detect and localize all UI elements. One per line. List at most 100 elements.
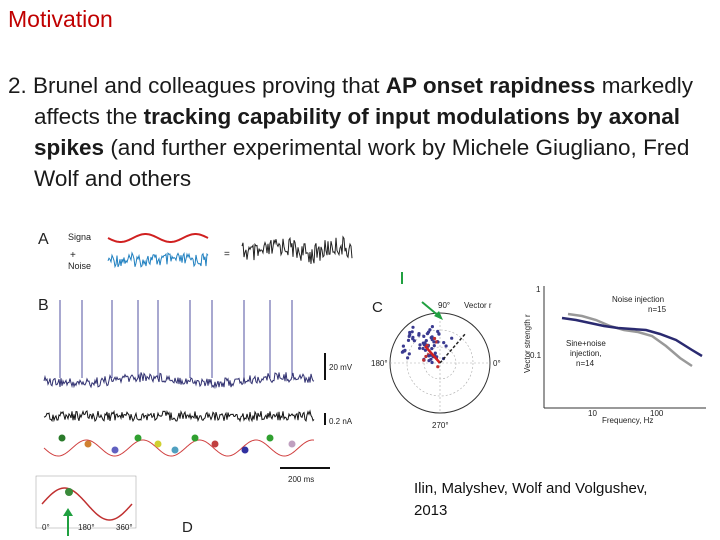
- body-segment: (and further experimental work by Michel…: [34, 135, 690, 191]
- body-segment: AP onset rapidness: [385, 73, 596, 98]
- panel-d-frame: [35, 475, 137, 529]
- panel-a-plus: +: [70, 250, 76, 261]
- plot-xtick-10: 10: [588, 409, 597, 418]
- phase-dot: [111, 446, 119, 454]
- vector-r-label: Vector r: [464, 301, 492, 310]
- legend-sine-1: Sine+noise: [566, 339, 606, 348]
- body-segment: tracking capability of input modulations…: [34, 104, 680, 160]
- polar-dot: [401, 344, 405, 348]
- panel-b-label: B: [38, 297, 49, 314]
- figure-composite: A Signa + Noise = B 20 mV 0.2 nA 200 ms …: [30, 218, 720, 540]
- polar-dot: [437, 332, 441, 336]
- body-segment: Brunel and colleagues proving that: [33, 73, 386, 98]
- phase-markers: [58, 434, 296, 454]
- phase-dot: [191, 434, 199, 442]
- plot-xlabel: Frequency, Hz: [602, 416, 653, 425]
- polar-scatter: [400, 325, 454, 369]
- polar-dot: [411, 337, 415, 341]
- citation-line-1: Ilin, Malyshev, Wolf and Volgushev,: [414, 480, 648, 497]
- phase-dot: [241, 446, 249, 454]
- slide-title: Motivation: [8, 6, 113, 32]
- legend-sine-2: injection,: [570, 349, 602, 358]
- polar-dot: [424, 339, 428, 343]
- polar-dot: [408, 330, 412, 335]
- polar-dot: [444, 344, 448, 348]
- polar-dot: [428, 328, 432, 332]
- polar-dot: [422, 358, 426, 362]
- polar-180: 180°: [371, 359, 388, 368]
- polar-0: 0°: [493, 359, 501, 368]
- polar-dot: [432, 340, 436, 344]
- phase-dot: [288, 440, 296, 448]
- current-trace: [43, 409, 315, 423]
- polar-dot: [436, 329, 440, 334]
- polar-dot: [423, 348, 427, 352]
- citation: Ilin, Malyshev, Wolf and Volgushev, 2013: [414, 478, 714, 522]
- scale-mv-label: 20 mV: [329, 363, 353, 372]
- phase-dot: [171, 446, 179, 454]
- panel-d-0: 0°: [42, 523, 50, 532]
- phase-dot: [211, 440, 219, 448]
- panel-d-180: 180°: [78, 523, 95, 532]
- polar-dot: [433, 336, 437, 341]
- phase-dot: [266, 434, 274, 442]
- vector-r-line: [439, 332, 467, 364]
- polar-dot: [425, 332, 430, 336]
- polar-dot: [429, 336, 433, 340]
- polar-dot: [450, 336, 454, 340]
- plot-ytick-01: 0.1: [530, 351, 542, 360]
- polar-dot: [432, 344, 436, 348]
- panel-c-label: C: [372, 299, 383, 316]
- phase-dot: [58, 434, 66, 442]
- polar-dot: [442, 341, 446, 345]
- panel-a-signal-label: Signa: [68, 232, 91, 242]
- polar-dot: [430, 360, 434, 365]
- polar-dot: [407, 352, 411, 356]
- body-segment: markedly affects the: [34, 73, 693, 129]
- polar-dot: [418, 343, 422, 347]
- polar-dot: [418, 346, 422, 350]
- body-paragraph: 2. Brunel and colleagues proving that AP…: [8, 70, 708, 194]
- polar-dot: [427, 359, 431, 363]
- polar-dot: [421, 346, 425, 351]
- polar-dot: [417, 333, 421, 337]
- sum-trace: [241, 235, 353, 264]
- phase-dot: [154, 440, 162, 448]
- polar-dot: [406, 356, 410, 360]
- noise-curve: [567, 312, 693, 368]
- polar-dot: [407, 334, 411, 338]
- panel-a-noise-label: Noise: [68, 261, 91, 271]
- spike-train: [59, 300, 293, 378]
- panel-d-360: 360°: [116, 523, 133, 532]
- mean-vector: [424, 345, 441, 364]
- polar-dot: [411, 325, 415, 329]
- noise-trace: [107, 251, 209, 269]
- panel-d-marker: [65, 488, 73, 496]
- signal-trace: [107, 233, 209, 243]
- panel-a-equals: =: [224, 249, 230, 260]
- polar-270: 270°: [432, 421, 449, 430]
- polar-90: 90°: [438, 301, 450, 310]
- polar-dot: [424, 354, 428, 359]
- polar-dot: [436, 365, 440, 369]
- membrane-trace: [43, 372, 315, 389]
- polar-dot: [400, 350, 404, 354]
- polar-dot: [410, 330, 414, 334]
- legend-noise-1: Noise injection: [612, 295, 664, 304]
- legend-noise-2: n=15: [648, 305, 667, 314]
- polar-dot: [430, 347, 434, 351]
- panel-d-label: D: [182, 519, 193, 536]
- slide-body: 2. Brunel and colleagues proving that AP…: [8, 70, 708, 194]
- polar-arrow-head: [434, 311, 443, 320]
- panel-a-label: A: [38, 231, 49, 248]
- vector-strength-plot: Vector strength r Frequency, Hz 1 0.1 10…: [523, 285, 706, 425]
- panel-d-arrow-head: [63, 508, 73, 516]
- polar-dot: [427, 354, 431, 358]
- polar-dot: [433, 351, 437, 355]
- polar-dot: [406, 338, 411, 342]
- polar-dot: [430, 325, 434, 329]
- body-number: 2.: [8, 73, 34, 98]
- legend-sine-3: n=14: [576, 359, 595, 368]
- sine-noise-curve: [561, 316, 703, 358]
- plot-xtick-100: 100: [650, 409, 664, 418]
